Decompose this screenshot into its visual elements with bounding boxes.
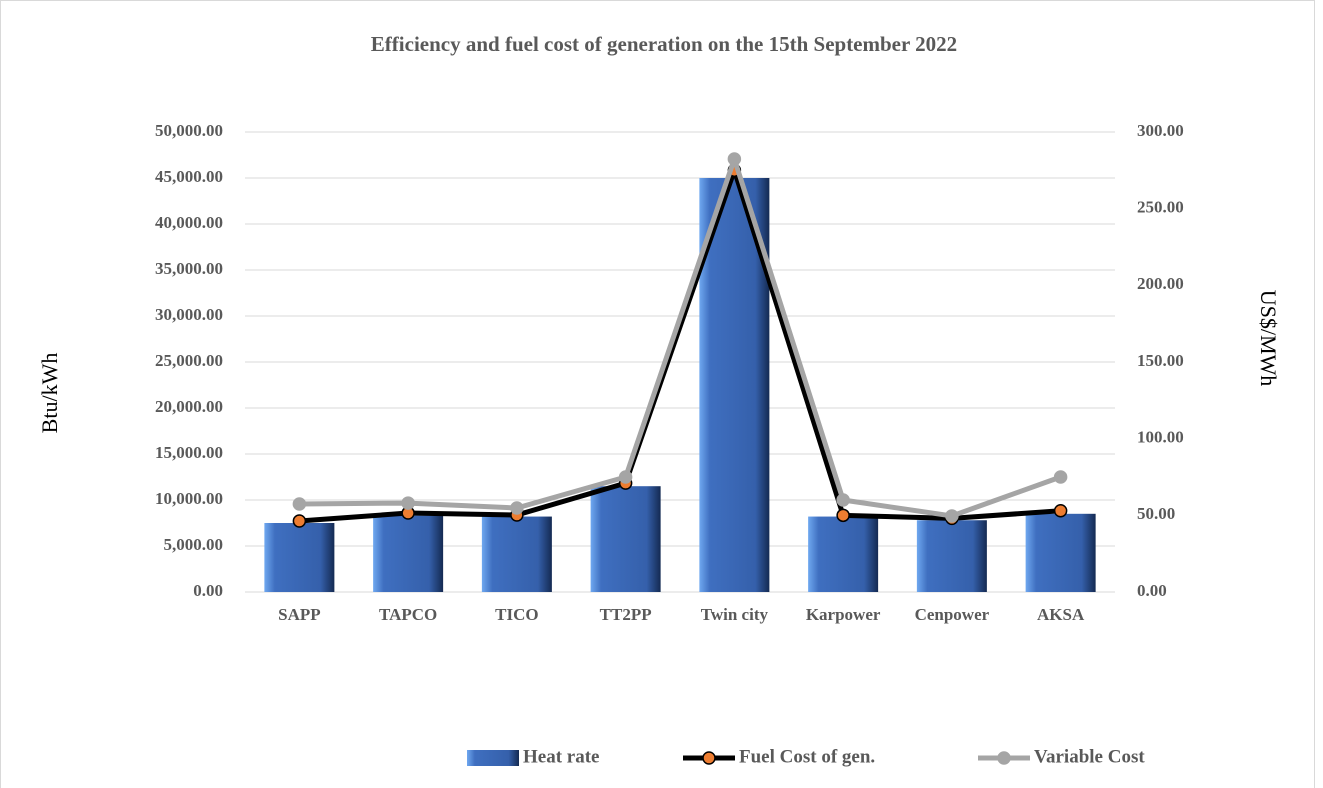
y-tick-label: 25,000.00 [155,351,223,370]
legend-label: Heat rate [523,746,599,767]
bar [481,516,552,592]
line-marker [618,470,633,484]
y2-tick-label: 150.00 [1137,351,1184,370]
y2-tick-label: 100.00 [1137,428,1184,447]
chart-title: Efficiency and fuel cost of generation o… [371,32,957,56]
y-tick-label: 15,000.00 [155,443,223,462]
legend-label: Variable Cost [1034,746,1145,767]
line-marker [292,497,307,511]
bar [590,486,661,592]
legend-marker [997,751,1011,765]
y-tick-label: 40,000.00 [155,213,223,232]
line-marker [510,501,524,515]
line-marker [401,496,415,510]
legend-swatch [467,750,519,766]
bar [264,523,335,592]
y-tick-label: 5,000.00 [164,535,224,554]
bar [1025,513,1096,592]
y-tick-label: 0.00 [193,581,223,600]
bar [808,516,879,592]
y2-tick-label: 50.00 [1137,504,1175,523]
y-tick-label: 50,000.00 [155,121,223,140]
bar [373,515,444,592]
y2-tick-label: 250.00 [1137,198,1184,217]
line [299,156,1062,519]
x-tick-label: TT2PP [600,605,652,624]
x-tick-label: Karpower [806,605,881,624]
x-tick-label: Cenpower [915,605,990,624]
x-tick-label: TICO [495,605,538,624]
legend-label: Fuel Cost of gen. [739,746,875,767]
y2-tick-label: 300.00 [1137,121,1184,140]
line-marker [836,508,850,523]
x-tick-label: SAPP [278,605,321,624]
y-tick-label: 10,000.00 [155,489,223,508]
x-tick-label: TAPCO [379,605,437,624]
x-tick-label: AKSA [1037,605,1085,624]
line-marker [836,493,850,507]
line-marker [1053,470,1068,484]
bar [916,520,987,592]
y2-tick-label: 0.00 [1137,581,1167,600]
line-marker [292,514,307,528]
line-marker [945,509,959,523]
y-axis-title: Btu/kWh [37,353,62,434]
x-tick-label: Twin city [701,605,769,624]
line [299,167,1061,524]
y-tick-label: 45,000.00 [155,167,223,186]
line-marker [1053,503,1068,518]
y-tick-label: 30,000.00 [155,305,223,324]
legend-marker [702,751,716,765]
line-marker [727,152,742,166]
y-tick-label: 35,000.00 [155,259,223,278]
y2-tick-label: 200.00 [1137,274,1184,293]
y2-axis-title: US$/MWh [1256,290,1281,387]
y-tick-label: 20,000.00 [155,397,223,416]
